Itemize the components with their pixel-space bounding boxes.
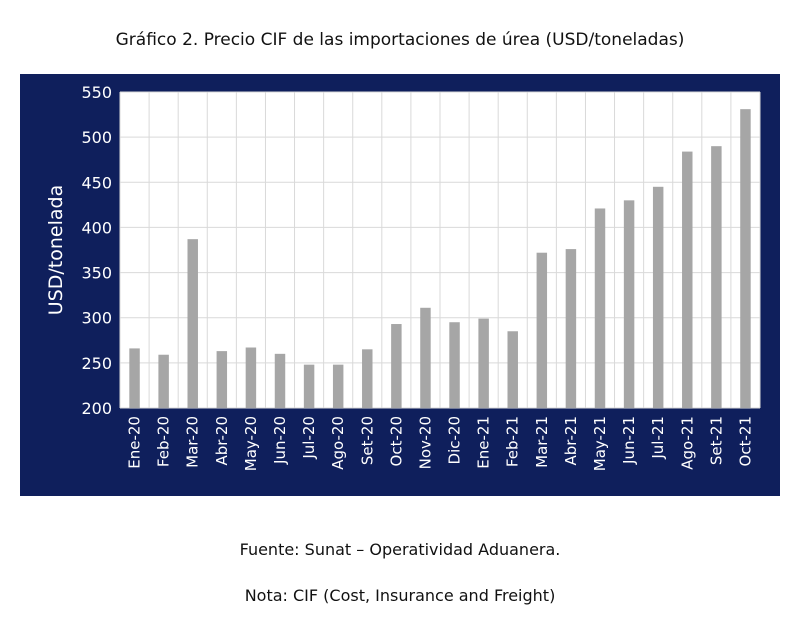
- y-tick-label: 400: [81, 218, 112, 237]
- x-tick-label: Feb-21: [504, 416, 522, 467]
- x-tick-label: Jul-20: [300, 416, 318, 460]
- bar-abr-20: [216, 351, 228, 408]
- x-tick-label: Mar-21: [533, 416, 551, 468]
- bar-oct-20: [391, 324, 402, 408]
- bar-ene-20: [129, 348, 140, 408]
- x-tick-label: Mar-20: [184, 416, 202, 468]
- chart-panel: 200 250 300 350 400 450 500 550 Ene-20 Feb-20 Mar-…: [20, 74, 780, 496]
- y-tick-label: 250: [81, 354, 112, 373]
- y-tick-label: 200: [81, 399, 112, 418]
- bar-set-21: [711, 146, 722, 408]
- bar-may-21: [594, 208, 606, 408]
- bar-mar-20: [187, 239, 198, 408]
- y-tick-label: 550: [81, 83, 112, 102]
- x-tick-label: Nov-20: [416, 416, 434, 469]
- bar-chart: 200 250 300 350 400 450 500 550 Ene-20 Feb-20 Mar-…: [20, 74, 780, 496]
- bar-ago-20: [332, 364, 344, 408]
- bar-jul-20: [303, 364, 315, 408]
- bar-oct-21: [740, 109, 751, 408]
- x-tick-label: Oct-20: [387, 416, 405, 466]
- x-tick-label: Oct-21: [736, 416, 754, 466]
- x-tick-label: Feb-20: [155, 416, 173, 467]
- y-tick-label: 450: [81, 173, 112, 192]
- bar-feb-20: [158, 354, 169, 408]
- bar-may-20: [245, 347, 257, 408]
- bar-set-20: [362, 349, 373, 408]
- chart-title: Gráfico 2. Precio CIF de las importacion…: [115, 30, 685, 50]
- footnote: Nota: CIF (Cost, Insurance and Freight): [244, 586, 556, 605]
- x-tick-label: Ago-21: [678, 416, 696, 470]
- x-tick-label: Jul-21: [649, 416, 667, 460]
- x-tick-label: Ago-20: [329, 416, 347, 470]
- x-tick-label: Abr-21: [562, 416, 580, 466]
- x-tick-label: May-21: [591, 416, 609, 471]
- bar-ene-21: [478, 318, 489, 408]
- x-tick-label: Abr-20: [213, 416, 231, 466]
- x-tick-label: Set-20: [358, 416, 376, 465]
- bar-jul-21: [652, 186, 664, 408]
- bar-abr-21: [565, 249, 577, 408]
- source-note: Fuente: Sunat – Operatividad Aduanera.: [239, 540, 561, 559]
- y-axis-label: USD/tonelada: [45, 185, 67, 315]
- x-tick-label: Jun-21: [620, 416, 638, 465]
- bar-mar-21: [536, 252, 548, 408]
- bar-ago-21: [682, 151, 693, 408]
- y-tick-label: 350: [81, 264, 112, 283]
- x-tick-label: Dic-20: [446, 416, 464, 464]
- bar-feb-21: [507, 331, 518, 408]
- bar-dic-20: [449, 322, 460, 408]
- x-tick-label: Ene-20: [126, 416, 144, 469]
- x-tick-label: Ene-21: [475, 416, 493, 469]
- y-tick-label: 300: [81, 309, 112, 328]
- bar-jun-20: [274, 353, 286, 408]
- y-tick-label: 500: [81, 128, 112, 147]
- x-tick-label: Set-21: [707, 416, 725, 465]
- bar-nov-20: [420, 307, 431, 408]
- x-tick-label: May-20: [242, 416, 260, 471]
- bar-jun-21: [623, 200, 635, 408]
- x-tick-label: Jun-20: [271, 416, 289, 465]
